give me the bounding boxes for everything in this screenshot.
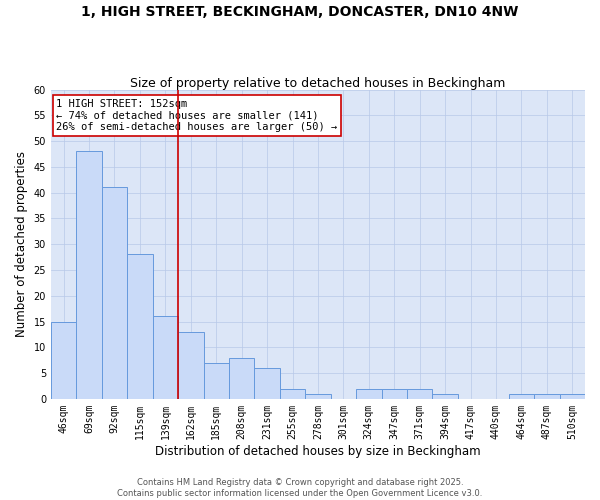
Bar	[102, 188, 127, 399]
Title: Size of property relative to detached houses in Beckingham: Size of property relative to detached ho…	[130, 76, 506, 90]
Bar	[203, 362, 229, 399]
Text: 1 HIGH STREET: 152sqm
← 74% of detached houses are smaller (141)
26% of semi-det: 1 HIGH STREET: 152sqm ← 74% of detached …	[56, 99, 338, 132]
Bar	[280, 388, 305, 399]
Bar	[51, 322, 76, 399]
Bar	[76, 152, 102, 399]
Bar	[178, 332, 203, 399]
Bar	[534, 394, 560, 399]
X-axis label: Distribution of detached houses by size in Beckingham: Distribution of detached houses by size …	[155, 444, 481, 458]
Bar	[433, 394, 458, 399]
Bar	[229, 358, 254, 399]
Bar	[152, 316, 178, 399]
Bar	[305, 394, 331, 399]
Bar	[382, 388, 407, 399]
Text: Contains HM Land Registry data © Crown copyright and database right 2025.
Contai: Contains HM Land Registry data © Crown c…	[118, 478, 482, 498]
Y-axis label: Number of detached properties: Number of detached properties	[15, 151, 28, 337]
Bar	[509, 394, 534, 399]
Bar	[407, 388, 433, 399]
Text: 1, HIGH STREET, BECKINGHAM, DONCASTER, DN10 4NW: 1, HIGH STREET, BECKINGHAM, DONCASTER, D…	[82, 5, 518, 19]
Bar	[127, 254, 152, 399]
Bar	[254, 368, 280, 399]
Bar	[356, 388, 382, 399]
Bar	[560, 394, 585, 399]
